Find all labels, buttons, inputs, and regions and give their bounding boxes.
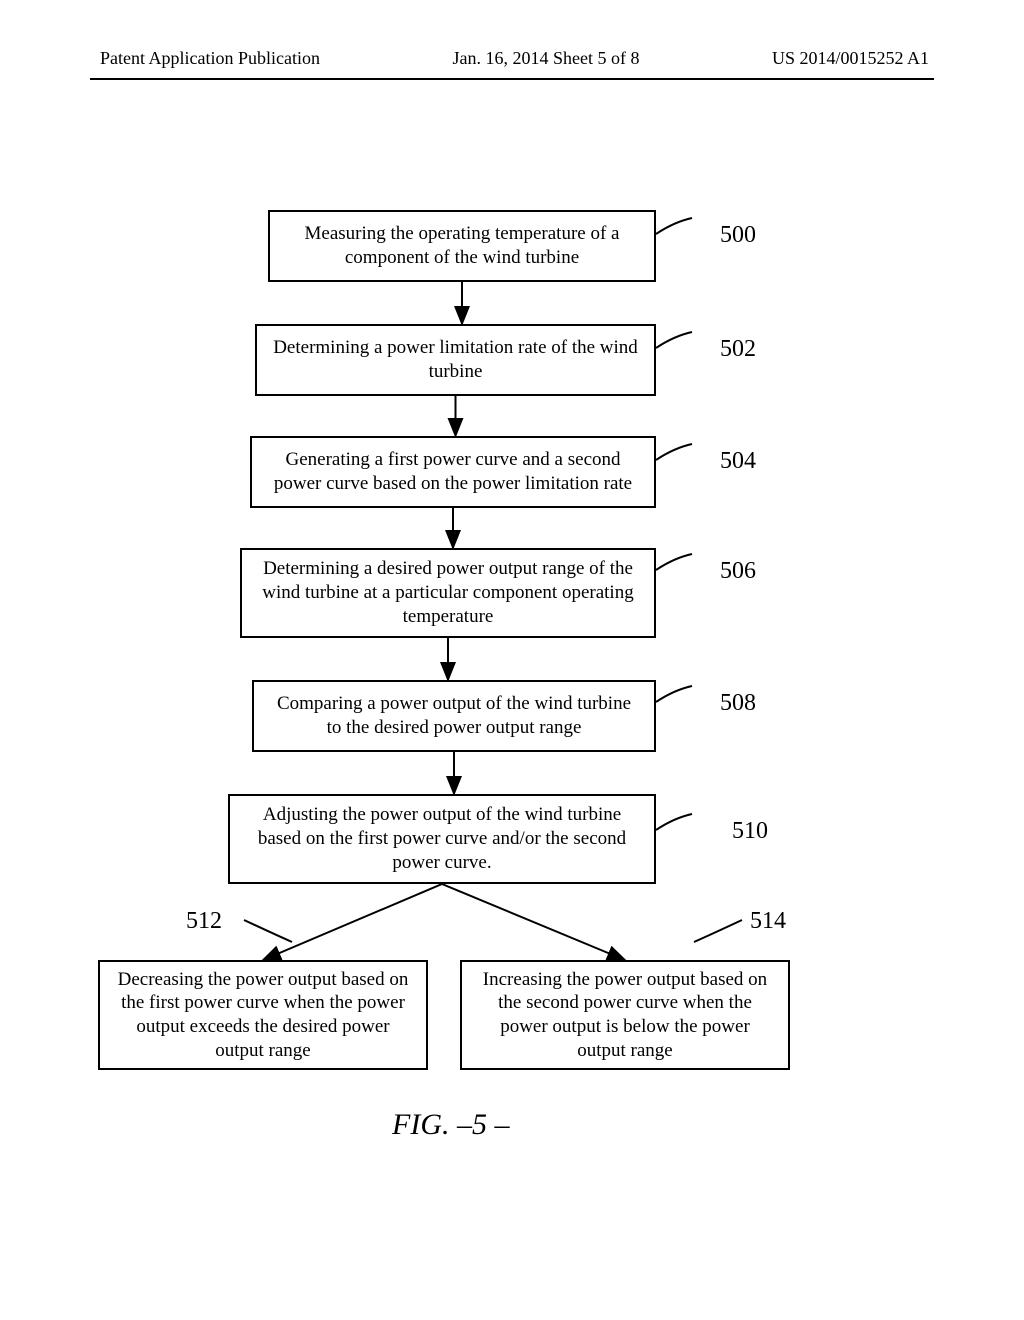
flow-step-510: Adjusting the power output of the wind t…: [228, 794, 656, 884]
figure-caption: FIG. –5 –: [392, 1108, 509, 1142]
ref-label-514: 514: [750, 908, 786, 935]
flow-step-504: Generating a first power curve and a sec…: [250, 436, 656, 508]
flow-step-508: Comparing a power output of the wind tur…: [252, 680, 656, 752]
flow-step-512: Decreasing the power output based on the…: [98, 960, 428, 1070]
flow-step-502: Determining a power limitation rate of t…: [255, 324, 656, 396]
flow-step-500: Measuring the operating temperature of a…: [268, 210, 656, 282]
ref-label-504: 504: [720, 448, 756, 475]
flowchart-figure: Measuring the operating temperature of a…: [0, 0, 1024, 1320]
flowchart-connectors: [0, 0, 1024, 1320]
ref-label-506: 506: [720, 558, 756, 585]
ref-label-508: 508: [720, 690, 756, 717]
flow-step-514: Increasing the power output based on the…: [460, 960, 790, 1070]
ref-label-512: 512: [186, 908, 222, 935]
ref-label-500: 500: [720, 222, 756, 249]
ref-label-510: 510: [732, 818, 768, 845]
ref-label-502: 502: [720, 336, 756, 363]
flow-step-506: Determining a desired power output range…: [240, 548, 656, 638]
